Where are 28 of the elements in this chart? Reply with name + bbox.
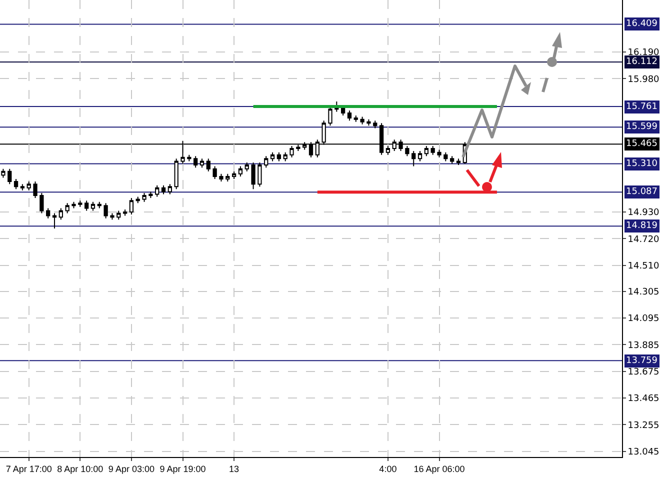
y-tick-label: 14.720	[628, 234, 660, 245]
y-tick-label: 14.930	[628, 208, 660, 218]
x-tick-label: 8 Apr 10:00	[57, 464, 104, 474]
ref-line-label: 15.310	[626, 159, 658, 169]
y-tick-label: 14.510	[628, 261, 660, 272]
y-tick-label: 14.095	[628, 314, 660, 324]
ref-line-label: 15.087	[626, 187, 658, 197]
y-tick-label: 14.305	[628, 287, 660, 298]
y-tick-label: 13.675	[628, 367, 660, 378]
ref-line-label: 16.409	[626, 19, 658, 29]
x-tick-label: 9 Apr 03:00	[108, 464, 154, 474]
x-tick-label: 9 Apr 19:00	[160, 464, 206, 474]
y-tick-label: 13.885	[628, 340, 660, 351]
ref-line-label: 15.761	[626, 102, 658, 112]
y-tick-label: 13.255	[628, 420, 660, 431]
x-tick-label: 16 Apr 06:00	[414, 464, 465, 474]
x-tick-label: 4:00	[379, 464, 397, 474]
y-tick-label: 15.980	[628, 74, 660, 85]
x-tick-label: 13	[229, 464, 240, 474]
y-tick-label: 16.190	[628, 48, 660, 58]
ref-line-label: 15.599	[626, 122, 658, 132]
ref-line-label: 16.112	[626, 57, 658, 67]
y-tick-label: 13.045	[628, 447, 660, 458]
x-tick-label: 7 Apr 17:00	[6, 464, 52, 474]
ref-line-label: 13.759	[626, 356, 658, 366]
ref-line-label: 14.819	[626, 221, 658, 231]
y-tick-label: 13.465	[628, 394, 660, 404]
ref-line-label: 15.465	[626, 139, 658, 149]
